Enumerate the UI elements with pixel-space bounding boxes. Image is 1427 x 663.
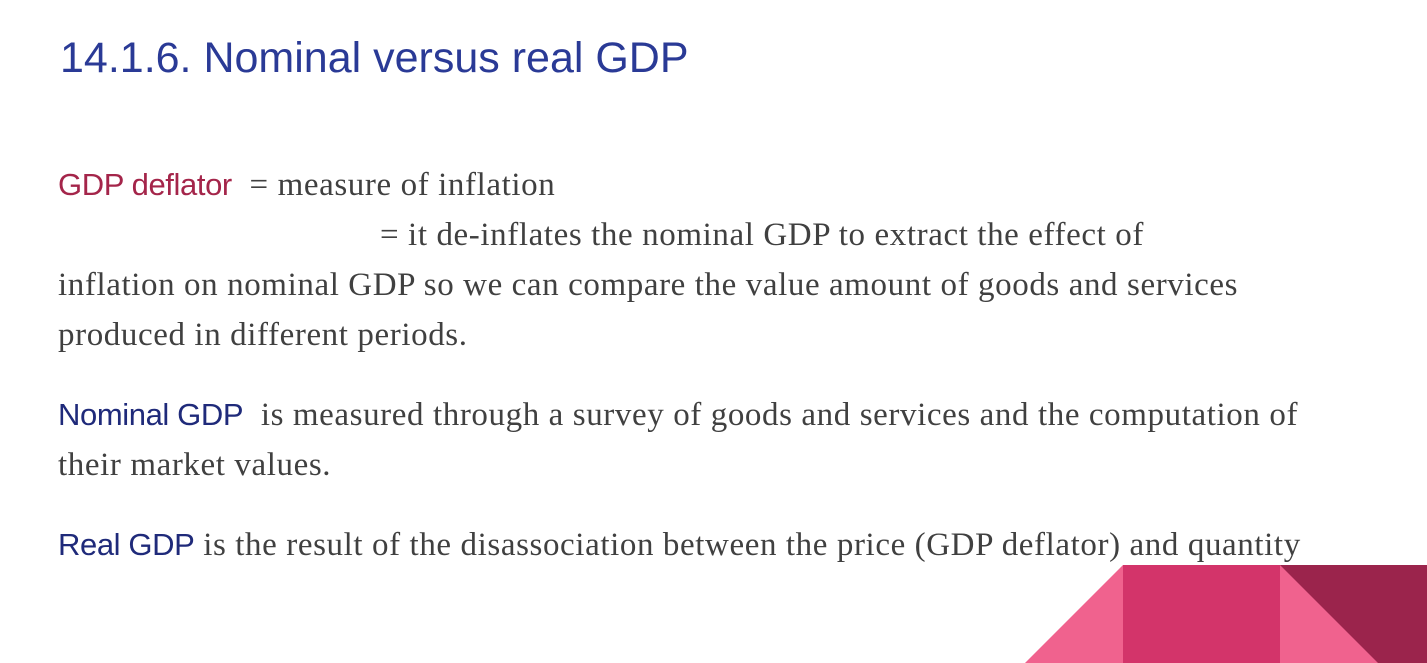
decoration-light-wedge (1280, 565, 1378, 663)
slide-title: 14.1.6. Nominal versus real GDP (60, 34, 689, 82)
deflator-definition-2: = it de-inflates the nominal GDP to extr… (380, 217, 1144, 253)
paragraph-real-gdp: Real GDP is the result of the disassocia… (58, 520, 1348, 570)
decoration-mid-block (1123, 565, 1280, 663)
term-nominal-gdp: Nominal GDP (58, 397, 244, 432)
slide-body: GDP deflator = measure of inflation = it … (58, 160, 1348, 570)
deflator-definition-1: = measure of inflation (249, 167, 556, 203)
paragraph-gdp-deflator: GDP deflator = measure of inflation = it … (58, 160, 1348, 360)
term-real-gdp: Real GDP (58, 527, 195, 562)
decoration-light-triangle (1025, 565, 1123, 663)
real-gdp-definition: is the result of the disassociation betw… (203, 527, 1301, 563)
deflator-definition-3: inflation on nominal GDP so we can compa… (58, 267, 1239, 353)
nominal-gdp-definition: is measured through a survey of goods an… (58, 397, 1299, 483)
term-gdp-deflator: GDP deflator (58, 167, 232, 202)
corner-decoration (1025, 565, 1427, 663)
paragraph-nominal-gdp: Nominal GDP is measured through a survey… (58, 390, 1348, 490)
